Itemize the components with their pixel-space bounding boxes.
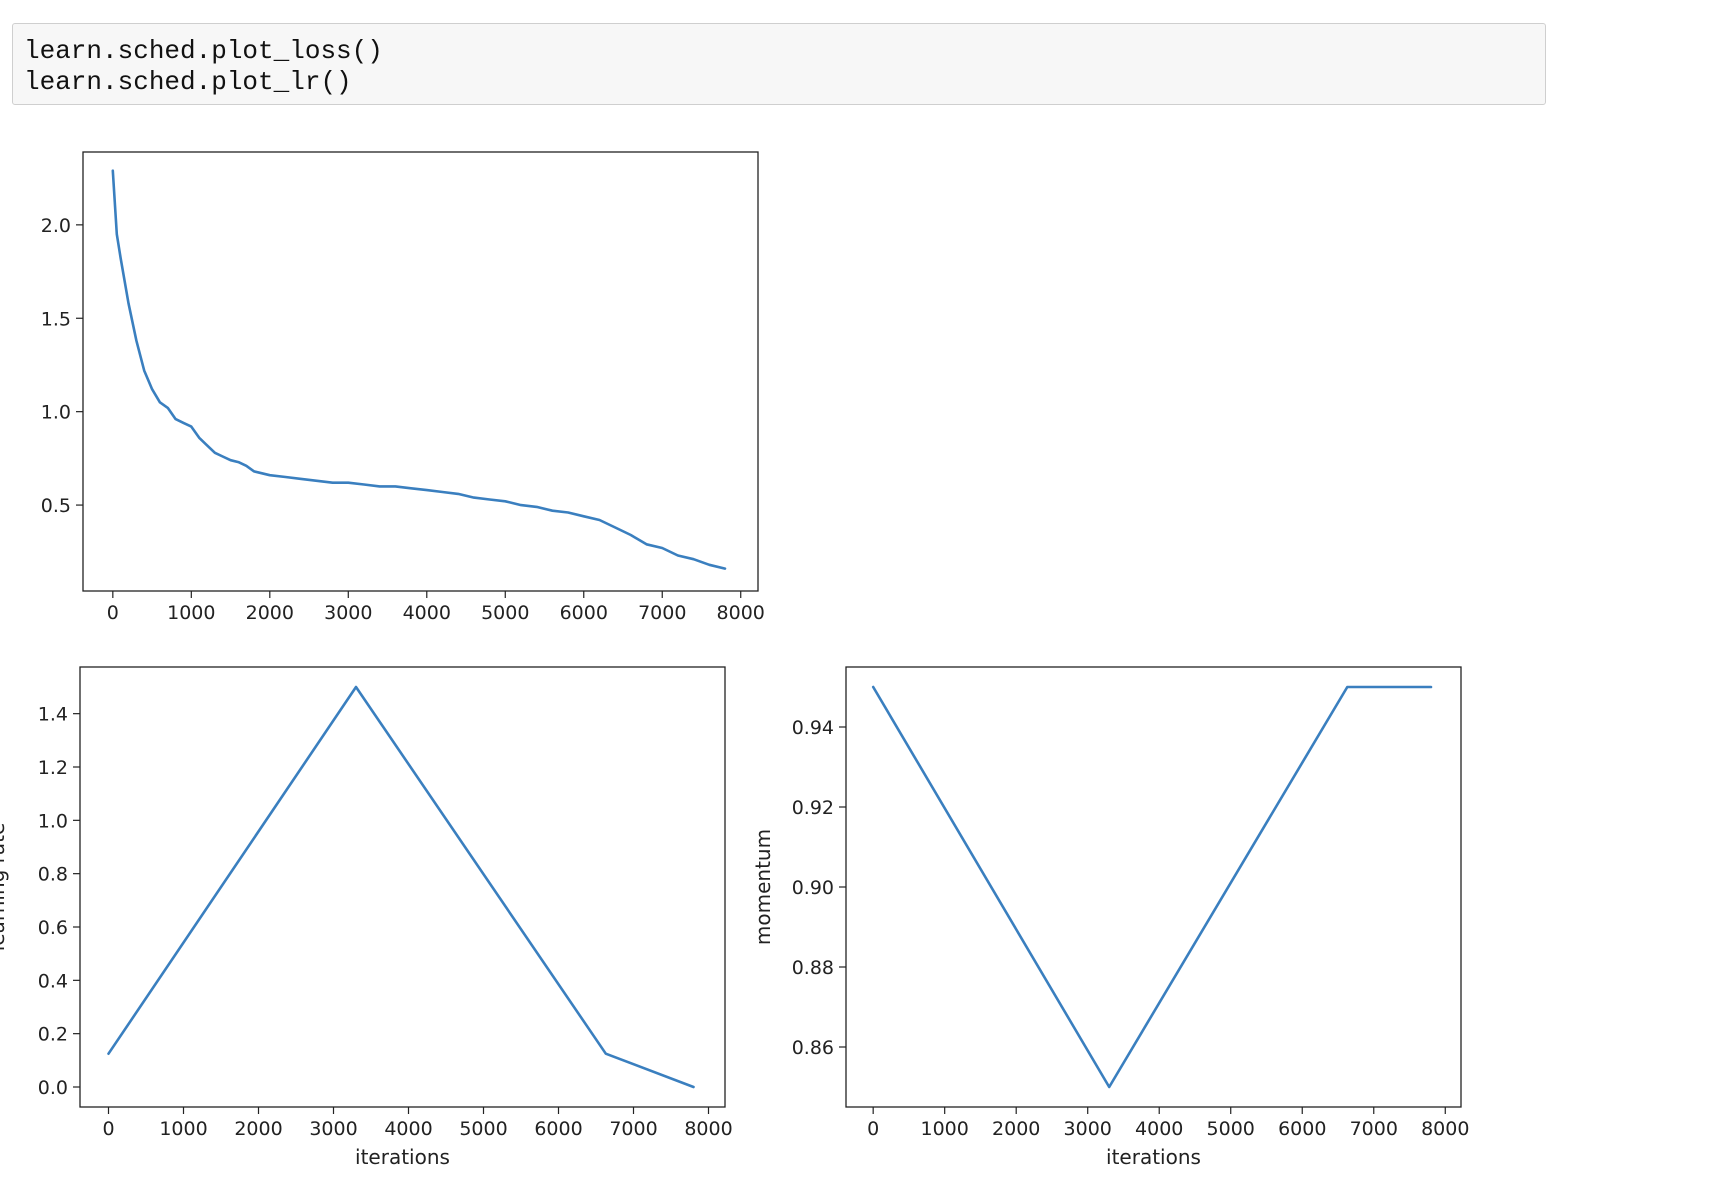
y-tick-label: 0.5 [41, 495, 71, 517]
axes-frame [845, 666, 1462, 1108]
chart-1: 0 1000 2000 3000 4000 5000 6000 7000 8000 0.5 1.0 1… [41, 151, 765, 624]
x-tick-label: 1000 [921, 1118, 969, 1140]
y-tick-label: 0.94 [792, 717, 834, 739]
x-tick-label: 2000 [246, 602, 294, 624]
y-tick-label: 0.2 [38, 1024, 68, 1046]
x-tick-label: 6000 [560, 602, 608, 624]
x-tick-label: 5000 [459, 1118, 507, 1140]
y-tick-label: 0.8 [38, 864, 68, 886]
x-tick-label: 8000 [684, 1118, 732, 1140]
x-tick-label: 7000 [1350, 1118, 1398, 1140]
y-axis-label: learning rate [0, 823, 9, 952]
chart-2: 0 1000 2000 3000 4000 5000 6000 7000 8000 0.0 0.2 0… [0, 666, 733, 1169]
x-tick-label: 4000 [1135, 1118, 1183, 1140]
x-tick-label: 7000 [609, 1118, 657, 1140]
y-tick-label: 1.4 [38, 704, 68, 726]
series-line [871, 685, 1433, 1089]
x-axis-label: iterations [355, 1145, 450, 1169]
x-tick-label: 5000 [1207, 1118, 1255, 1140]
chart-3: 0 1000 2000 3000 4000 5000 6000 7000 8000 0.86 0.8… [751, 666, 1469, 1169]
x-tick-label: 3000 [309, 1118, 357, 1140]
series-line [111, 169, 727, 570]
x-tick-label: 2000 [234, 1118, 282, 1140]
y-tick-label: 2.0 [41, 215, 71, 237]
x-axis-label: iterations [1106, 1145, 1201, 1169]
x-tick-label: 1000 [167, 602, 215, 624]
y-tick-label: 1.5 [41, 308, 71, 330]
x-tick-label: 2000 [992, 1118, 1040, 1140]
code-line: learn.sched.plot_lr() [24, 67, 352, 97]
x-tick-label: 6000 [1278, 1118, 1326, 1140]
x-tick-label: 4000 [403, 602, 451, 624]
y-tick-label: 1.2 [38, 757, 68, 779]
x-tick-label: 3000 [1064, 1118, 1112, 1140]
x-tick-label: 1000 [159, 1118, 207, 1140]
y-tick-label: 1.0 [41, 402, 71, 424]
x-tick-label: 0 [102, 1118, 114, 1140]
y-tick-label: 0.92 [792, 797, 834, 819]
y-tick-label: 0.88 [792, 957, 834, 979]
y-tick-label: 0.6 [38, 917, 68, 939]
x-tick-label: 5000 [481, 602, 529, 624]
axes-frame [79, 666, 726, 1108]
x-tick-label: 0 [867, 1118, 879, 1140]
y-tick-label: 0.0 [38, 1077, 68, 1099]
x-tick-label: 0 [107, 602, 119, 624]
series-line [107, 685, 695, 1089]
y-axis-label: momentum [751, 829, 775, 945]
y-tick-label: 1.0 [38, 810, 68, 832]
y-tick-label: 0.86 [792, 1037, 834, 1059]
axes-frame [82, 151, 759, 592]
y-tick-label: 0.90 [792, 877, 834, 899]
x-tick-label: 7000 [638, 602, 686, 624]
code-cell[interactable]: learn.sched.plot_loss() learn.sched.plot… [12, 23, 1546, 105]
code-line: learn.sched.plot_loss() [24, 36, 383, 66]
y-tick-label: 0.4 [38, 970, 68, 992]
x-tick-label: 8000 [1421, 1118, 1469, 1140]
x-tick-label: 4000 [384, 1118, 432, 1140]
x-tick-label: 8000 [717, 602, 765, 624]
x-tick-label: 3000 [324, 602, 372, 624]
x-tick-label: 6000 [534, 1118, 582, 1140]
